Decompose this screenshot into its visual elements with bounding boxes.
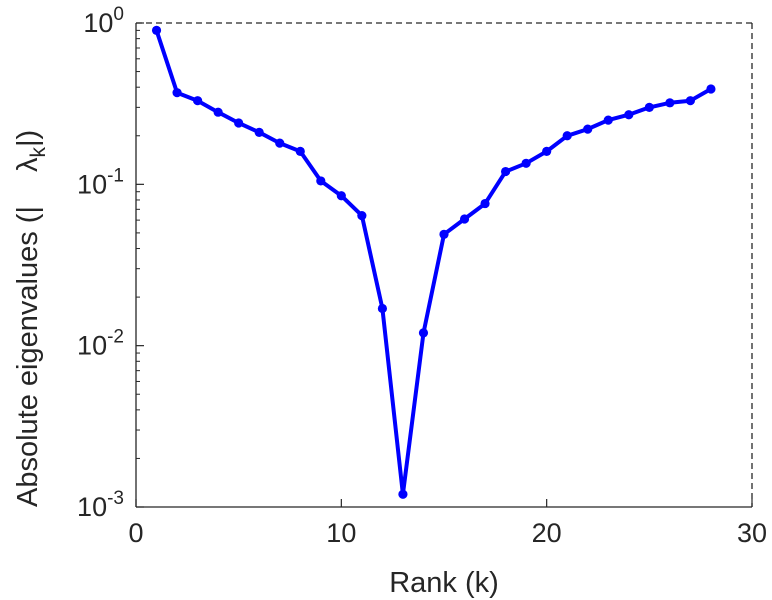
data-point: [439, 229, 449, 239]
data-point: [295, 146, 305, 157]
data-point: [234, 118, 244, 128]
data-point: [644, 102, 654, 112]
y-axis-title-subscript: k: [27, 147, 50, 158]
plot-frame: [135, 22, 753, 508]
data-point: [685, 96, 696, 106]
series-layer: [151, 25, 716, 499]
y-tick-exponent: -1: [107, 165, 124, 186]
data-point: [316, 176, 326, 186]
series-line: [154, 28, 713, 497]
data-point: [459, 214, 470, 224]
y-tick-label: 10-1: [77, 165, 124, 199]
data-point: [254, 127, 264, 137]
data-point: [501, 166, 511, 177]
x-axis-title: Rank (k): [389, 567, 499, 599]
x-axis-ticks: 0 10 20 30: [128, 499, 767, 548]
y-tick-base: 10: [77, 492, 107, 522]
data-point: [706, 84, 716, 94]
x-tick-label: 10: [326, 518, 356, 548]
x-tick-label: 30: [737, 518, 767, 548]
y-axis-title-group: Absolute eigenvalues (| λk|): [12, 130, 50, 507]
y-tick-base: 10: [83, 8, 113, 38]
data-point: [357, 211, 367, 221]
y-tick-exponent: -2: [107, 327, 124, 348]
y-tick-label: 10-2: [77, 327, 124, 361]
x-tick-label: 0: [128, 518, 143, 548]
data-point: [172, 88, 182, 98]
data-point: [665, 98, 675, 108]
data-point: [562, 131, 572, 141]
data-point: [275, 138, 285, 148]
data-point: [521, 158, 531, 168]
y-axis-title-main: Absolute eigenvalues (|: [12, 206, 44, 507]
y-axis-title: Absolute eigenvalues (| λk|): [12, 130, 50, 507]
data-point: [624, 110, 634, 120]
data-point: [213, 107, 223, 117]
data-point: [336, 191, 346, 201]
x-tick-label: 20: [532, 518, 562, 548]
data-point: [480, 198, 490, 209]
data-point: [583, 124, 593, 134]
data-point: [377, 303, 387, 314]
y-axis-title-lambda: λ: [12, 157, 44, 172]
y-axis-title-close: |): [12, 130, 44, 147]
data-point: [542, 146, 552, 157]
data-point: [398, 489, 408, 499]
data-point: [418, 328, 429, 338]
data-point: [193, 96, 203, 106]
y-tick-exponent: 0: [113, 4, 124, 25]
y-tick-label: 100: [83, 4, 124, 38]
y-tick-base: 10: [77, 331, 107, 361]
y-tick-label: 10-3: [77, 488, 124, 522]
y-tick-base: 10: [77, 169, 107, 199]
data-point: [151, 25, 162, 35]
y-tick-exponent: -3: [107, 488, 124, 509]
data-point: [603, 115, 613, 125]
